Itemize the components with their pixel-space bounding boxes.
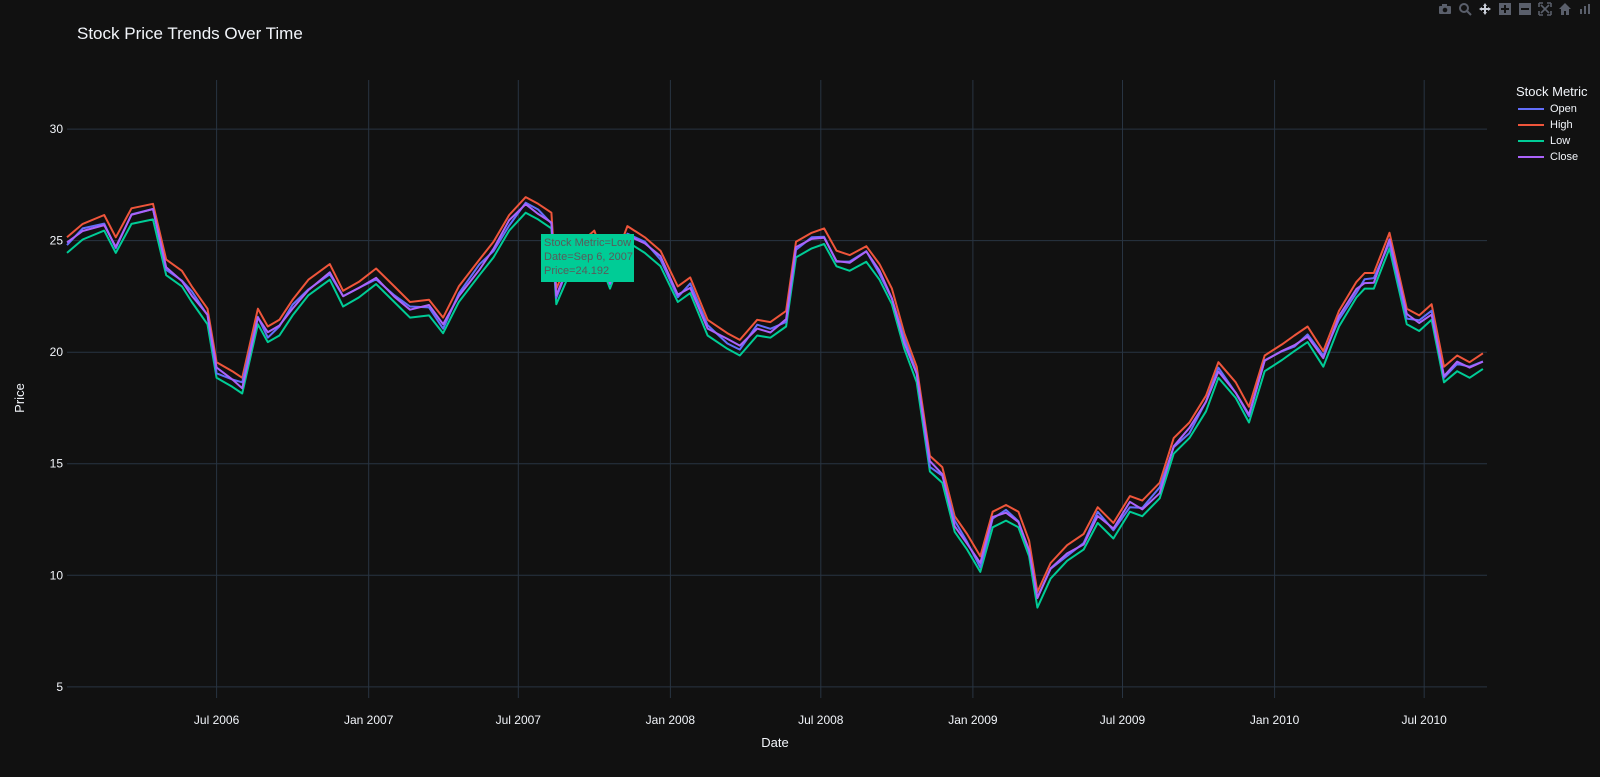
x-tick-label: Jul 2007 [496, 713, 542, 727]
tooltip-metric: Stock Metric=Low [544, 237, 632, 249]
legend-item-open[interactable]: Open [1516, 101, 1588, 117]
x-tick-label: Jan 2010 [1250, 713, 1300, 727]
y-tick-labels: 5 10 15 20 25 30 [50, 122, 64, 694]
legend-swatch-high [1518, 124, 1544, 126]
x-tick-label: Jan 2007 [344, 713, 394, 727]
legend-swatch-open [1518, 108, 1544, 110]
legend-swatch-close [1518, 156, 1544, 158]
x-axis-label: Date [761, 735, 788, 750]
y-tick-label: 10 [50, 568, 64, 582]
grid-lines [67, 80, 1487, 698]
chart-title: Stock Price Trends Over Time [77, 24, 303, 43]
y-tick-label: 25 [50, 234, 64, 248]
y-axis-label: Price [12, 383, 27, 413]
series-lines[interactable] [66, 196, 1484, 609]
legend: Stock Metric Open High Low Close [1516, 84, 1588, 165]
y-tick-label: 20 [50, 345, 64, 359]
series-line-open[interactable] [66, 201, 1484, 599]
tooltip-price: Price=24.192 [544, 265, 610, 277]
modebar [1438, 2, 1592, 16]
home-icon[interactable] [1558, 2, 1572, 16]
plotly-logo-icon[interactable] [1578, 2, 1592, 16]
x-tick-label: Jul 2010 [1401, 713, 1447, 727]
x-tick-label: Jul 2006 [194, 713, 240, 727]
x-tick-label: Jan 2009 [948, 713, 998, 727]
x-tick-label: Jul 2008 [798, 713, 844, 727]
legend-label-open: Open [1550, 103, 1577, 115]
legend-title: Stock Metric [1516, 84, 1588, 99]
legend-label-low: Low [1550, 135, 1571, 147]
y-tick-label: 5 [56, 680, 63, 694]
y-tick-label: 30 [50, 122, 64, 136]
series-line-low[interactable] [66, 211, 1484, 609]
legend-item-close[interactable]: Close [1516, 149, 1588, 165]
legend-label-close: Close [1550, 151, 1579, 163]
y-tick-label: 15 [50, 457, 64, 471]
series-line-high[interactable] [66, 196, 1484, 593]
camera-icon[interactable] [1438, 2, 1452, 16]
x-tick-label: Jan 2008 [646, 713, 696, 727]
tooltip-date: Date=Sep 6, 2007 [544, 251, 633, 263]
zoom-in-icon[interactable] [1498, 2, 1512, 16]
x-tick-labels: Jul 2006 Jan 2007 Jul 2007 Jan 2008 Jul 2008… [194, 713, 1447, 727]
zoom-out-icon[interactable] [1518, 2, 1532, 16]
legend-item-high[interactable]: High [1516, 117, 1588, 133]
pan-icon[interactable] [1478, 2, 1492, 16]
legend-label-high: High [1550, 119, 1573, 131]
x-tick-label: Jul 2009 [1100, 713, 1146, 727]
autoscale-icon[interactable] [1538, 2, 1552, 16]
legend-swatch-low [1518, 140, 1544, 142]
zoom-icon[interactable] [1458, 2, 1472, 16]
series-line-close[interactable] [66, 203, 1484, 600]
hover-tooltip: Stock Metric=Low Date=Sep 6, 2007 Price=… [541, 234, 634, 282]
legend-item-low[interactable]: Low [1516, 133, 1588, 149]
